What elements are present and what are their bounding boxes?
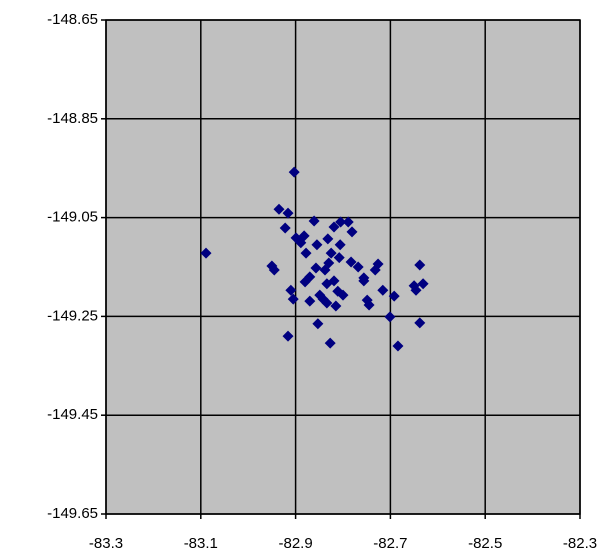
x-tick-label: -83.1: [184, 535, 218, 552]
point: [414, 259, 426, 271]
point: [335, 216, 347, 228]
point: [414, 317, 426, 329]
point: [417, 278, 429, 290]
point: [328, 221, 340, 233]
x-tick-label: -82.3: [563, 535, 597, 552]
point: [321, 278, 333, 290]
y-tick-label: -149.45: [47, 406, 98, 423]
point: [363, 299, 375, 311]
point: [408, 280, 420, 292]
y-tick-label: -149.05: [47, 209, 98, 226]
point: [345, 256, 357, 268]
point: [342, 216, 354, 228]
point: [337, 289, 349, 301]
point: [282, 207, 294, 219]
y-tick-label: -149.25: [47, 307, 98, 324]
point: [310, 262, 322, 274]
point: [282, 330, 294, 342]
x-tick-label: -82.9: [278, 535, 312, 552]
point: [285, 284, 297, 296]
point: [311, 239, 323, 251]
point: [308, 215, 320, 227]
y-tick-label: -148.65: [47, 11, 98, 28]
point: [273, 203, 285, 215]
point: [352, 261, 364, 273]
y-tick-label: -148.85: [47, 110, 98, 127]
point: [392, 340, 404, 352]
point: [279, 222, 291, 234]
point: [288, 166, 300, 178]
point: [369, 264, 381, 276]
point: [268, 264, 280, 276]
point: [319, 264, 331, 276]
plot-area: [106, 20, 580, 514]
point: [304, 295, 316, 307]
point: [334, 239, 346, 251]
point: [388, 290, 400, 302]
point: [287, 293, 299, 305]
point: [312, 318, 324, 330]
point: [324, 337, 336, 349]
point: [333, 252, 345, 264]
point: [200, 247, 212, 259]
point: [298, 230, 310, 242]
point: [346, 226, 358, 238]
x-tick-label: -83.3: [89, 535, 123, 552]
point: [317, 293, 329, 305]
point: [358, 275, 370, 287]
point: [384, 311, 396, 323]
point: [377, 284, 389, 296]
plot-border: [105, 19, 581, 515]
x-tick-label: -82.7: [373, 535, 407, 552]
point: [322, 233, 334, 245]
point: [300, 247, 312, 259]
point: [330, 300, 342, 312]
point: [325, 247, 337, 259]
y-tick-label: -149.65: [47, 505, 98, 522]
x-tick-label: -82.5: [468, 535, 502, 552]
point: [299, 276, 311, 288]
